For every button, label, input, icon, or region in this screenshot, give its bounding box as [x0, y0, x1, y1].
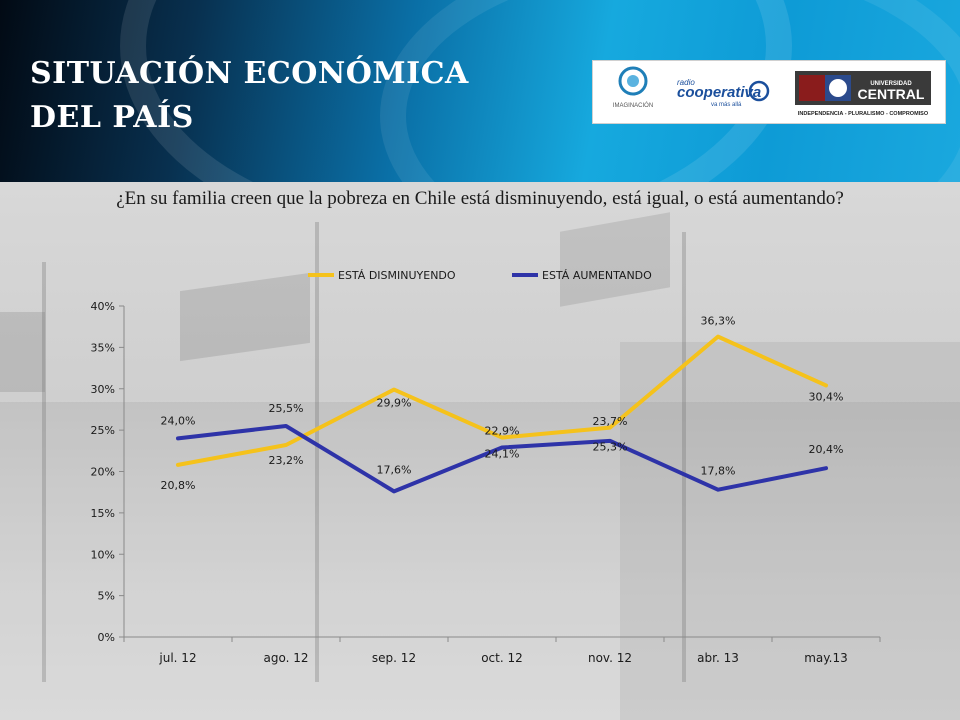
data-label: 20,4%: [809, 443, 844, 456]
y-tick-label: 25%: [91, 424, 115, 437]
flagpole: [42, 262, 46, 682]
cooperativa-swirl-icon: [748, 80, 770, 102]
x-axis: jul. 12 ago. 12 sep. 12 oct. 12 nov. 12 abr. …: [123, 636, 881, 665]
data-label: 23,7%: [593, 415, 628, 428]
data-label: 29,9%: [377, 397, 412, 410]
y-axis: 0% 5% 10% 15% 20% 25% 30% 35% 40%: [91, 300, 125, 644]
series-line: [176, 334, 828, 467]
y-tick-label: 15%: [91, 507, 115, 520]
y-tick-label: 0%: [98, 631, 115, 644]
universidad-central-logo: UNIVERSIDAD CENTRAL INDEPENDENCIA - PLUR…: [795, 71, 931, 117]
data-label: 25,5%: [269, 402, 304, 415]
logos-svg: IMAGINACIÓN radio cooperativa va más all…: [613, 66, 931, 117]
x-tick-label: nov. 12: [588, 651, 632, 665]
series-lines: [176, 334, 828, 494]
survey-question: ¿En su familia creen que la pobreza en C…: [116, 188, 844, 209]
data-label: 22,9%: [485, 425, 520, 438]
universidad-motto-text: INDEPENDENCIA - PLURALISMO - COMPROMISO: [798, 111, 929, 117]
series-line: [176, 423, 828, 494]
cooperativa-logo: radio cooperativa va más allá: [677, 78, 770, 108]
legend-label: ESTÁ AUMENTANDO: [542, 269, 652, 282]
flagpole: [682, 232, 686, 682]
building-silhouette: [620, 342, 960, 720]
data-labels: 20,8% 23,2% 29,9% 24,1% 25,3% 36,3% 30,4% 24,0%…: [161, 315, 844, 492]
x-tick-label: oct. 12: [481, 651, 523, 665]
y-tick-label: 30%: [91, 383, 115, 396]
data-label: 36,3%: [701, 315, 736, 328]
data-label: 23,2%: [269, 454, 304, 467]
imaginacion-text: IMAGINACIÓN: [613, 102, 653, 109]
cooperativa-tag-text: va más allá: [711, 102, 742, 108]
cooperativa-small-text: radio: [677, 78, 695, 87]
y-tick-label: 20%: [91, 466, 115, 479]
x-tick-label: may.13: [804, 651, 848, 665]
y-tick-label: 10%: [91, 548, 115, 561]
y-tick-label: 5%: [98, 590, 115, 603]
flag-silhouette: [0, 312, 45, 392]
cooperativa-text: cooperativa: [677, 84, 761, 101]
data-label: 20,8%: [161, 479, 196, 492]
y-tick-label: 35%: [91, 341, 115, 354]
x-tick-label: sep. 12: [372, 651, 416, 665]
data-label: 25,3%: [593, 441, 628, 454]
y-tick-label: 40%: [91, 300, 115, 313]
universidad-big-text: CENTRAL: [858, 86, 925, 102]
data-label: 30,4%: [809, 390, 844, 403]
legend-label: ESTÁ DISMINUYENDO: [338, 269, 456, 282]
data-label: 24,0%: [161, 414, 196, 427]
background-photo: [0, 182, 960, 720]
flagpole: [315, 222, 319, 682]
x-tick-label: ago. 12: [264, 651, 309, 665]
chart-legend: ESTÁ DISMINUYENDO ESTÁ AUMENTANDO: [308, 269, 652, 282]
data-label: 24,1%: [485, 448, 520, 461]
data-label: 17,6%: [377, 463, 412, 476]
sponsor-logos: IMAGINACIÓN radio cooperativa va más all…: [592, 60, 946, 124]
imaginacion-logo: IMAGINACIÓN: [613, 66, 653, 109]
universidad-small-text: UNIVERSIDAD: [870, 81, 912, 87]
data-label: 17,8%: [701, 465, 736, 478]
x-tick-label: abr. 13: [697, 651, 739, 665]
page-title: SITUACIÓN ECONÓMICA DEL PAÍS: [30, 56, 469, 135]
x-tick-label: jul. 12: [158, 651, 196, 665]
